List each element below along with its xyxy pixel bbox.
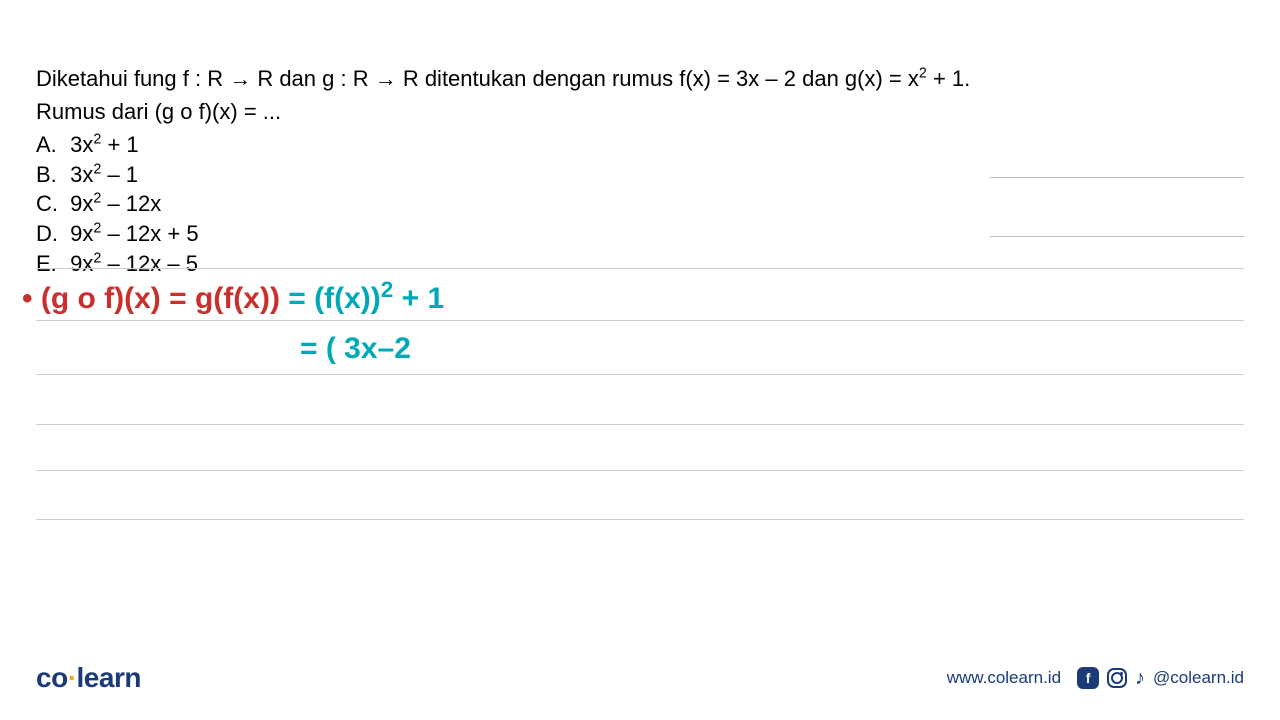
- choice-d: D. 9x2 – 12x + 5: [36, 219, 1244, 249]
- choice-a: A. 3x2 + 1: [36, 130, 1244, 160]
- logo-co: co: [36, 662, 68, 693]
- handwriting-teal-end: + 1: [393, 282, 444, 315]
- choice-pre: 9x: [70, 191, 93, 216]
- choice-post: + 1: [101, 132, 138, 157]
- logo-learn: learn: [77, 662, 141, 693]
- choice-post: – 12x: [101, 191, 161, 216]
- handwriting-red: • (g o f)(x) = g(f(x)): [22, 282, 280, 315]
- handwriting-line-2: = ( 3x–2: [300, 332, 411, 366]
- q1-part3: + 1.: [927, 66, 970, 91]
- choice-letter: A.: [36, 130, 64, 160]
- answer-choices: A. 3x2 + 1 B. 3x2 – 1 C. 9x2 – 12x D. 9x…: [36, 130, 1244, 280]
- choice-b: B. 3x2 – 1: [36, 160, 1244, 190]
- choice-post: – 12x + 5: [101, 221, 198, 246]
- choice-pre: 9x: [70, 251, 93, 276]
- social-handle: @colearn.id: [1153, 668, 1244, 688]
- choice-pre: 3x: [70, 162, 93, 187]
- choice-pre: 9x: [70, 221, 93, 246]
- choice-e: E. 9x2 – 12x – 5: [36, 249, 1244, 279]
- choice-letter: E.: [36, 249, 64, 279]
- question-block: Diketahui fung f : R → R dan g : R → R d…: [36, 64, 1244, 279]
- choice-pre: 3x: [70, 132, 93, 157]
- q1-part1: Diketahui fung f : R → R dan g : R → R d…: [36, 66, 919, 91]
- handwriting-teal-sup: 2: [381, 277, 394, 302]
- q1-sup: 2: [919, 66, 927, 82]
- handwriting-line-1: • (g o f)(x) = g(f(x)) = (f(x))2 + 1: [22, 282, 444, 316]
- choice-letter: C.: [36, 189, 64, 219]
- footer-right: www.colearn.id f ♪ @colearn.id: [947, 667, 1244, 689]
- tiktok-icon: ♪: [1135, 667, 1145, 689]
- choice-letter: B.: [36, 160, 64, 190]
- handwriting-teal-main: = (f(x)): [280, 282, 381, 315]
- choice-letter: D.: [36, 219, 64, 249]
- question-line-2: Rumus dari (g o f)(x) = ...: [36, 97, 1244, 128]
- instagram-icon: [1107, 668, 1127, 688]
- logo-dot: ·: [68, 662, 77, 693]
- footer: co·learn www.colearn.id f ♪ @colearn.id: [36, 662, 1244, 694]
- social-icons: f ♪ @colearn.id: [1077, 667, 1244, 689]
- facebook-icon: f: [1077, 667, 1099, 689]
- brand-logo: co·learn: [36, 662, 141, 694]
- choice-post: – 12x – 5: [101, 251, 198, 276]
- choice-post: – 1: [101, 162, 138, 187]
- question-line-1: Diketahui fung f : R → R dan g : R → R d…: [36, 64, 1244, 95]
- choice-c: C. 9x2 – 12x: [36, 189, 1244, 219]
- footer-url: www.colearn.id: [947, 668, 1061, 688]
